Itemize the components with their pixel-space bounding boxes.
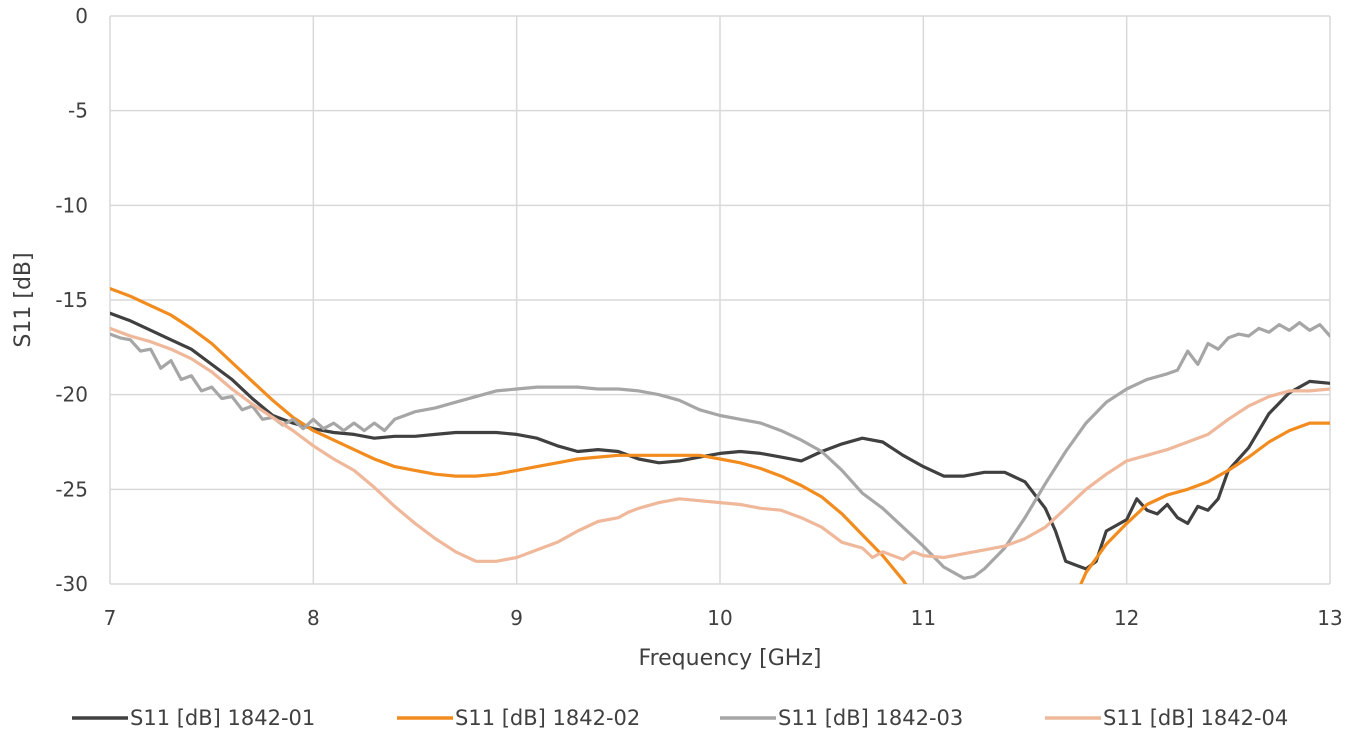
- legend-item-1: S11 [dB] 1842-01: [72, 706, 315, 730]
- y-tick-label: -20: [55, 383, 88, 407]
- series-line-4: [110, 326, 1330, 563]
- x-tick-label: 12: [1114, 606, 1139, 630]
- legend-item-4: S11 [dB] 1842-04: [1045, 706, 1288, 730]
- y-tick-label: 0: [75, 4, 88, 28]
- x-tick-label: 8: [307, 606, 320, 630]
- grid-lines: [109, 15, 1331, 585]
- legend: S11 [dB] 1842-01 S11 [dB] 1842-02 S11 [dB]…: [72, 706, 1288, 730]
- y-tick-label: -30: [55, 572, 88, 596]
- y-tick-label: -5: [68, 99, 88, 123]
- legend-label: S11 [dB] 1842-04: [1103, 706, 1288, 730]
- x-tick-label: 9: [510, 606, 523, 630]
- legend-label: S11 [dB] 1842-03: [778, 706, 963, 730]
- y-tick-label: -25: [55, 477, 88, 501]
- x-tick-label: 11: [911, 606, 936, 630]
- legend-item-2: S11 [dB] 1842-02: [397, 706, 640, 730]
- series-line-1: [110, 311, 1330, 571]
- x-tick-label: 10: [707, 606, 732, 630]
- x-axis-ticks: 7 8 9 10 11 12 13: [104, 606, 1343, 630]
- legend-label: S11 [dB] 1842-02: [455, 706, 640, 730]
- x-tick-label: 7: [104, 606, 117, 630]
- x-axis-title: Frequency [GHz]: [639, 646, 822, 671]
- legend-item-3: S11 [dB] 1842-03: [720, 706, 963, 730]
- series-line-3: [110, 321, 1330, 580]
- y-axis-title: S11 [dB]: [11, 252, 36, 347]
- legend-label: S11 [dB] 1842-01: [130, 706, 315, 730]
- y-axis-ticks: 0 -5 -10 -15 -20 -25 -30: [55, 4, 88, 596]
- x-tick-label: 13: [1317, 606, 1342, 630]
- series-line-2: [110, 287, 1330, 584]
- y-tick-label: -10: [55, 193, 88, 217]
- series-layer: [110, 287, 1330, 584]
- y-tick-label: -15: [55, 288, 88, 312]
